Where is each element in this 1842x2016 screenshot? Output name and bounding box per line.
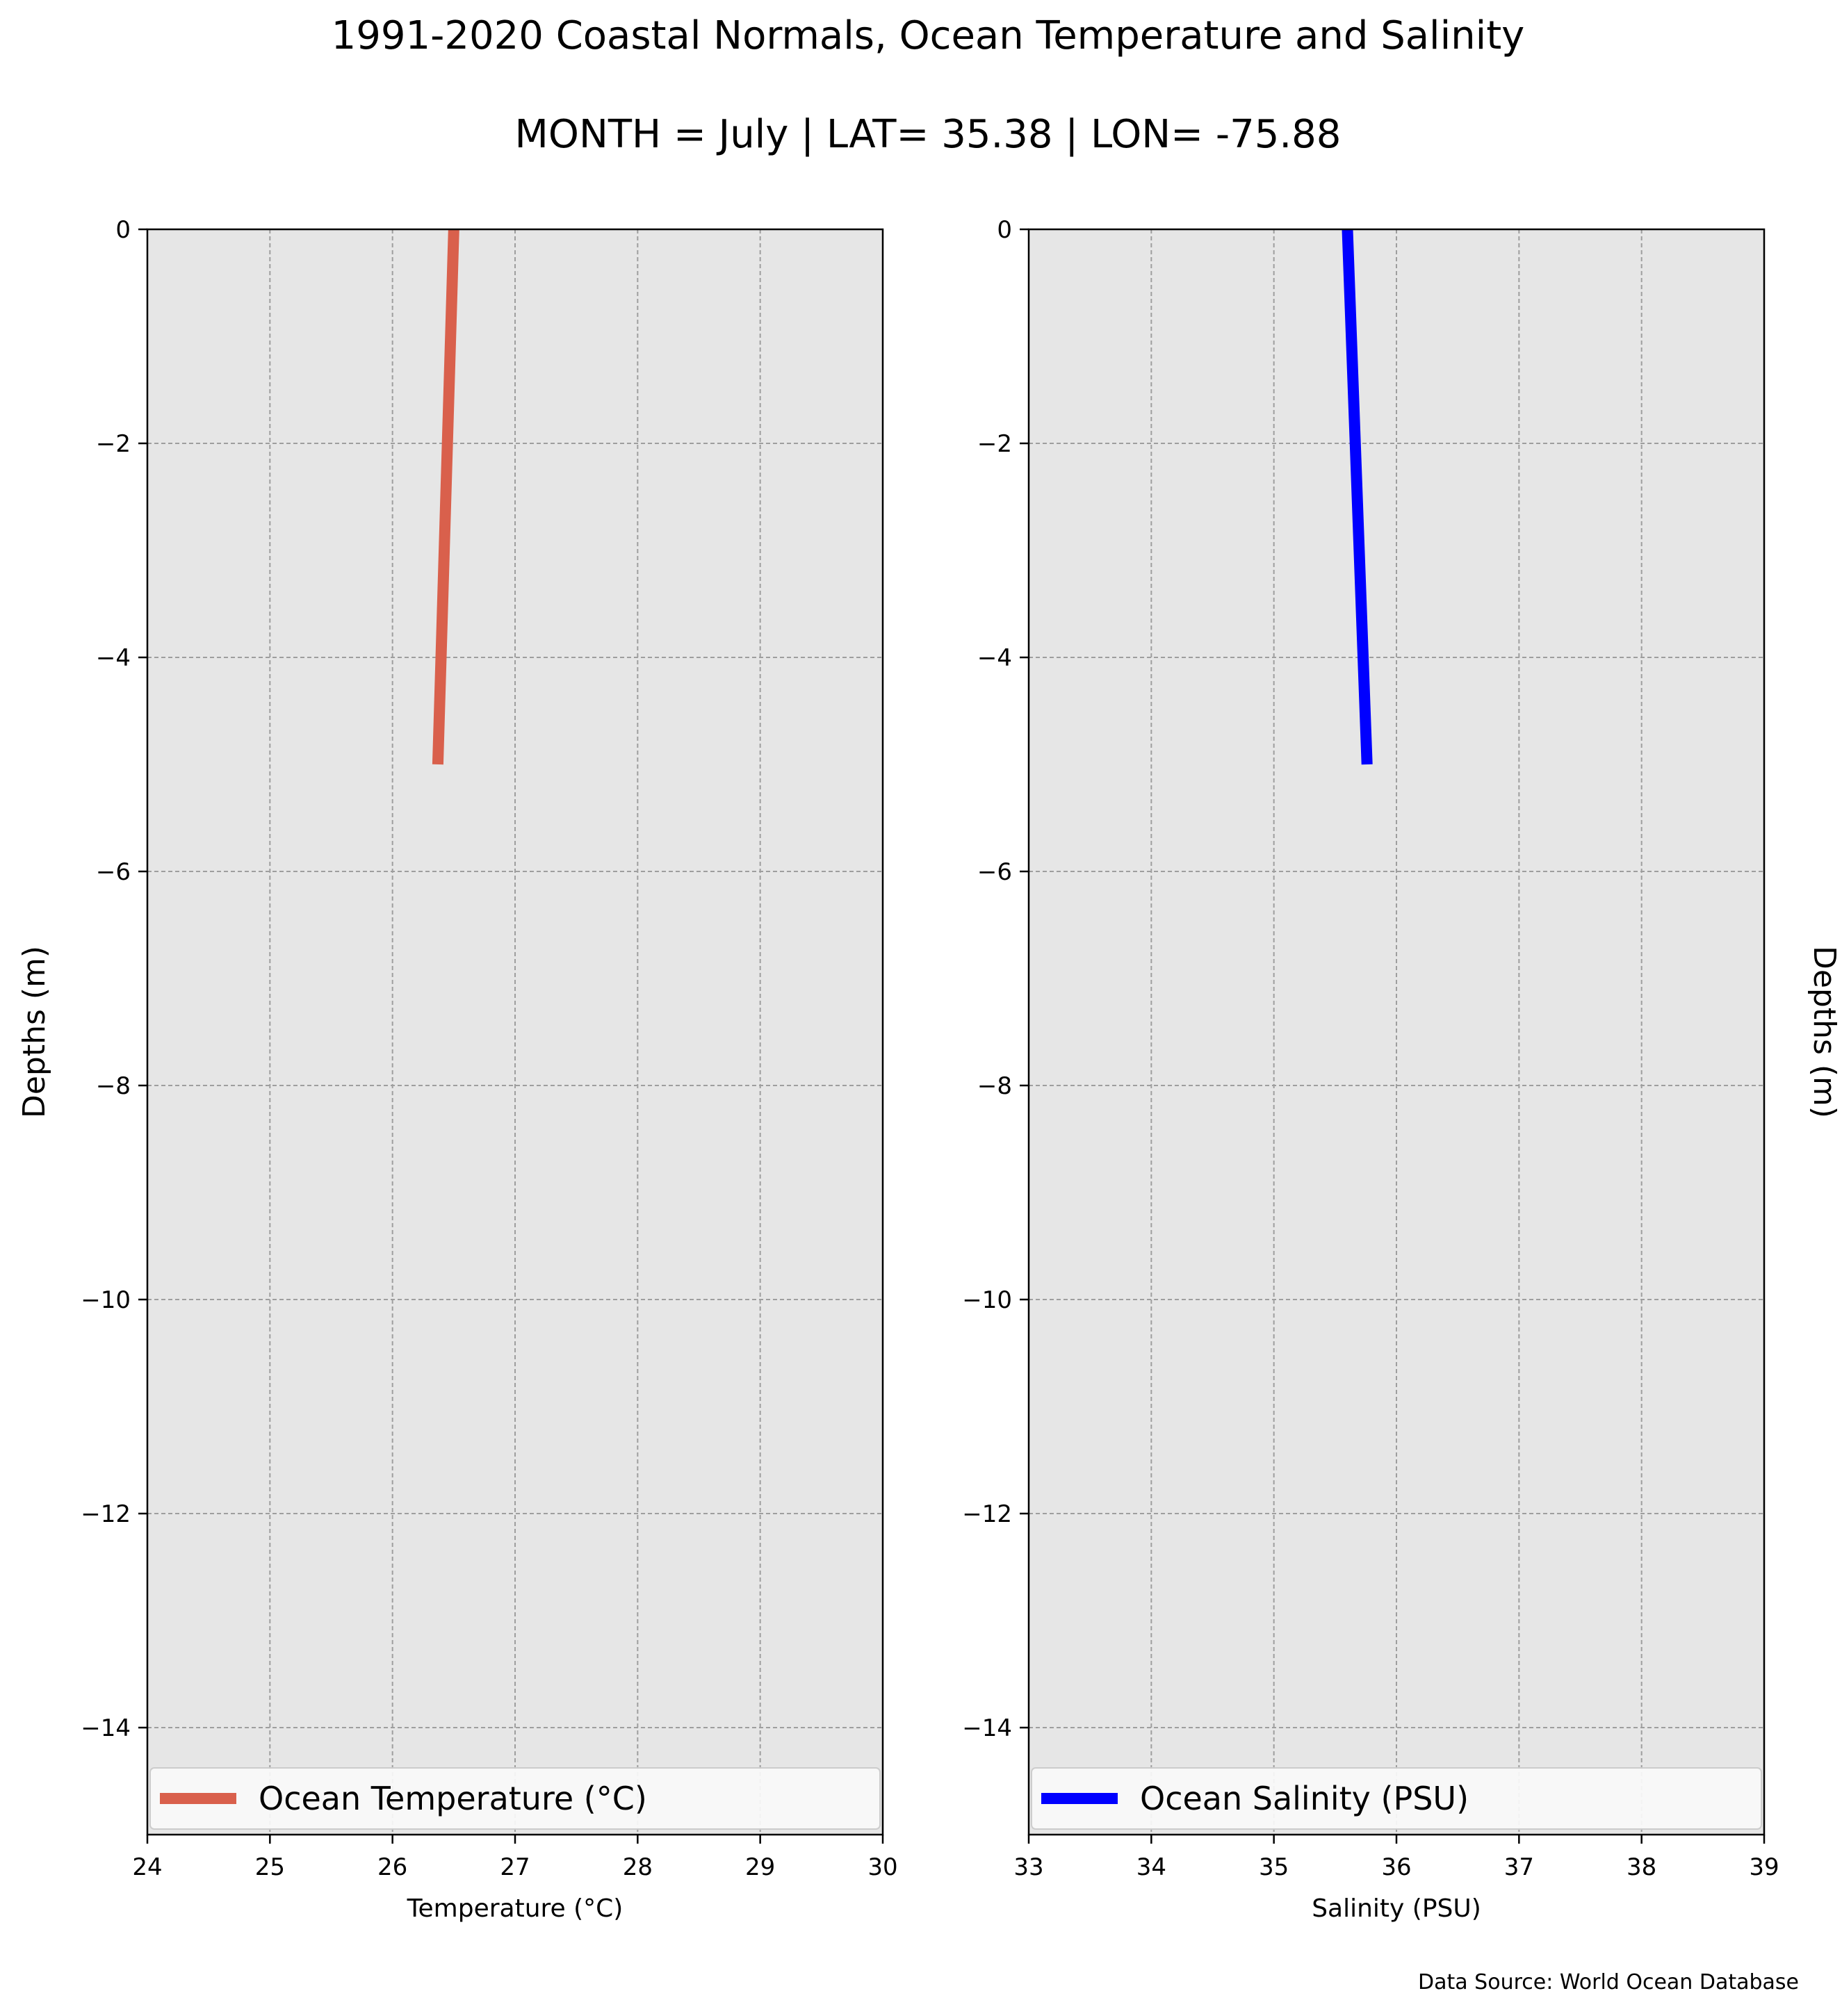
salinity-x-tick-label: 35 <box>1259 1853 1289 1881</box>
salinity-y-tick-label: −12 <box>962 1500 1012 1528</box>
temperature-y-tick-label: −2 <box>96 430 131 458</box>
salinity-legend-box <box>1031 1767 1762 1830</box>
temperature-legend-box <box>149 1767 881 1830</box>
salinity-y-tick-label: −2 <box>977 430 1012 458</box>
temperature-y-axis-label: Depths (m) <box>17 946 52 1118</box>
salinity-series-line <box>1342 229 1373 765</box>
figure-subtitle: MONTH = July | LAT= 35.38 | LON= -75.88 <box>515 112 1342 157</box>
temperature-axes-frame <box>146 228 884 1836</box>
salinity-x-tick-label: 36 <box>1381 1853 1411 1881</box>
salinity-y-tick-label: 0 <box>997 216 1012 244</box>
temperature-x-tick-label: 25 <box>255 1853 285 1881</box>
temperature-legend: Ocean Temperature (°C) <box>149 1767 881 1830</box>
salinity-legend-label: Ocean Salinity (PSU) <box>1140 1780 1469 1817</box>
salinity-x-tick-label: 38 <box>1627 1853 1656 1881</box>
salinity-legend: Ocean Salinity (PSU) <box>1031 1767 1762 1830</box>
temperature-y-tick-label: −14 <box>81 1714 131 1742</box>
temperature-y-tick-label: 0 <box>115 216 131 244</box>
temperature-y-tick-label: −4 <box>96 644 131 672</box>
salinity-x-tick-label: 39 <box>1749 1853 1779 1881</box>
temperature-x-tick-label: 28 <box>623 1853 653 1881</box>
salinity-axes-frame <box>1027 228 1766 1836</box>
salinity-x-tick-label: 37 <box>1504 1853 1534 1881</box>
salinity-y-axis-label: Depths (m) <box>1807 946 1842 1118</box>
salinity-y-tick-label: −14 <box>962 1714 1012 1742</box>
salinity-x-tick-label: 33 <box>1013 1853 1043 1881</box>
temperature-x-tick-label: 24 <box>132 1853 162 1881</box>
temperature-y-tick-label: −8 <box>96 1072 131 1100</box>
salinity-y-tick-label: −4 <box>977 644 1012 672</box>
temperature-x-tick-label: 29 <box>745 1853 775 1881</box>
salinity-panel: 33 34 35 36 37 38 39 0 −2 −4 −6 −8 −10 −12 −14 Ocean Sa… <box>962 216 1842 1923</box>
salinity-y-tick-label: −6 <box>977 858 1012 886</box>
temperature-panel: 24 25 26 27 28 29 30 0 −2 −4 −6 −8 −10 −12 −14 Ocean Te… <box>17 216 898 1923</box>
figure-title: 1991-2020 Coastal Normals, Ocean Tempera… <box>332 13 1525 58</box>
temperature-y-tick-label: −12 <box>81 1500 131 1528</box>
salinity-y-tick-label: −10 <box>962 1286 1012 1314</box>
data-source-note: Data Source: World Ocean Database <box>1418 1970 1799 1994</box>
temperature-y-tick-label: −6 <box>96 858 131 886</box>
temperature-legend-label: Ocean Temperature (°C) <box>259 1780 647 1817</box>
temperature-x-tick-label: 30 <box>867 1853 897 1881</box>
salinity-y-tick-label: −8 <box>977 1072 1012 1100</box>
temperature-y-tick-label: −10 <box>81 1286 131 1314</box>
temperature-x-axis-label: Temperature (°C) <box>407 1894 623 1923</box>
temperature-x-tick-label: 26 <box>377 1853 407 1881</box>
salinity-x-tick-label: 34 <box>1136 1853 1166 1881</box>
salinity-x-axis-label: Salinity (PSU) <box>1312 1894 1481 1923</box>
temperature-x-tick-label: 27 <box>500 1853 530 1881</box>
temperature-series-line <box>432 229 459 765</box>
